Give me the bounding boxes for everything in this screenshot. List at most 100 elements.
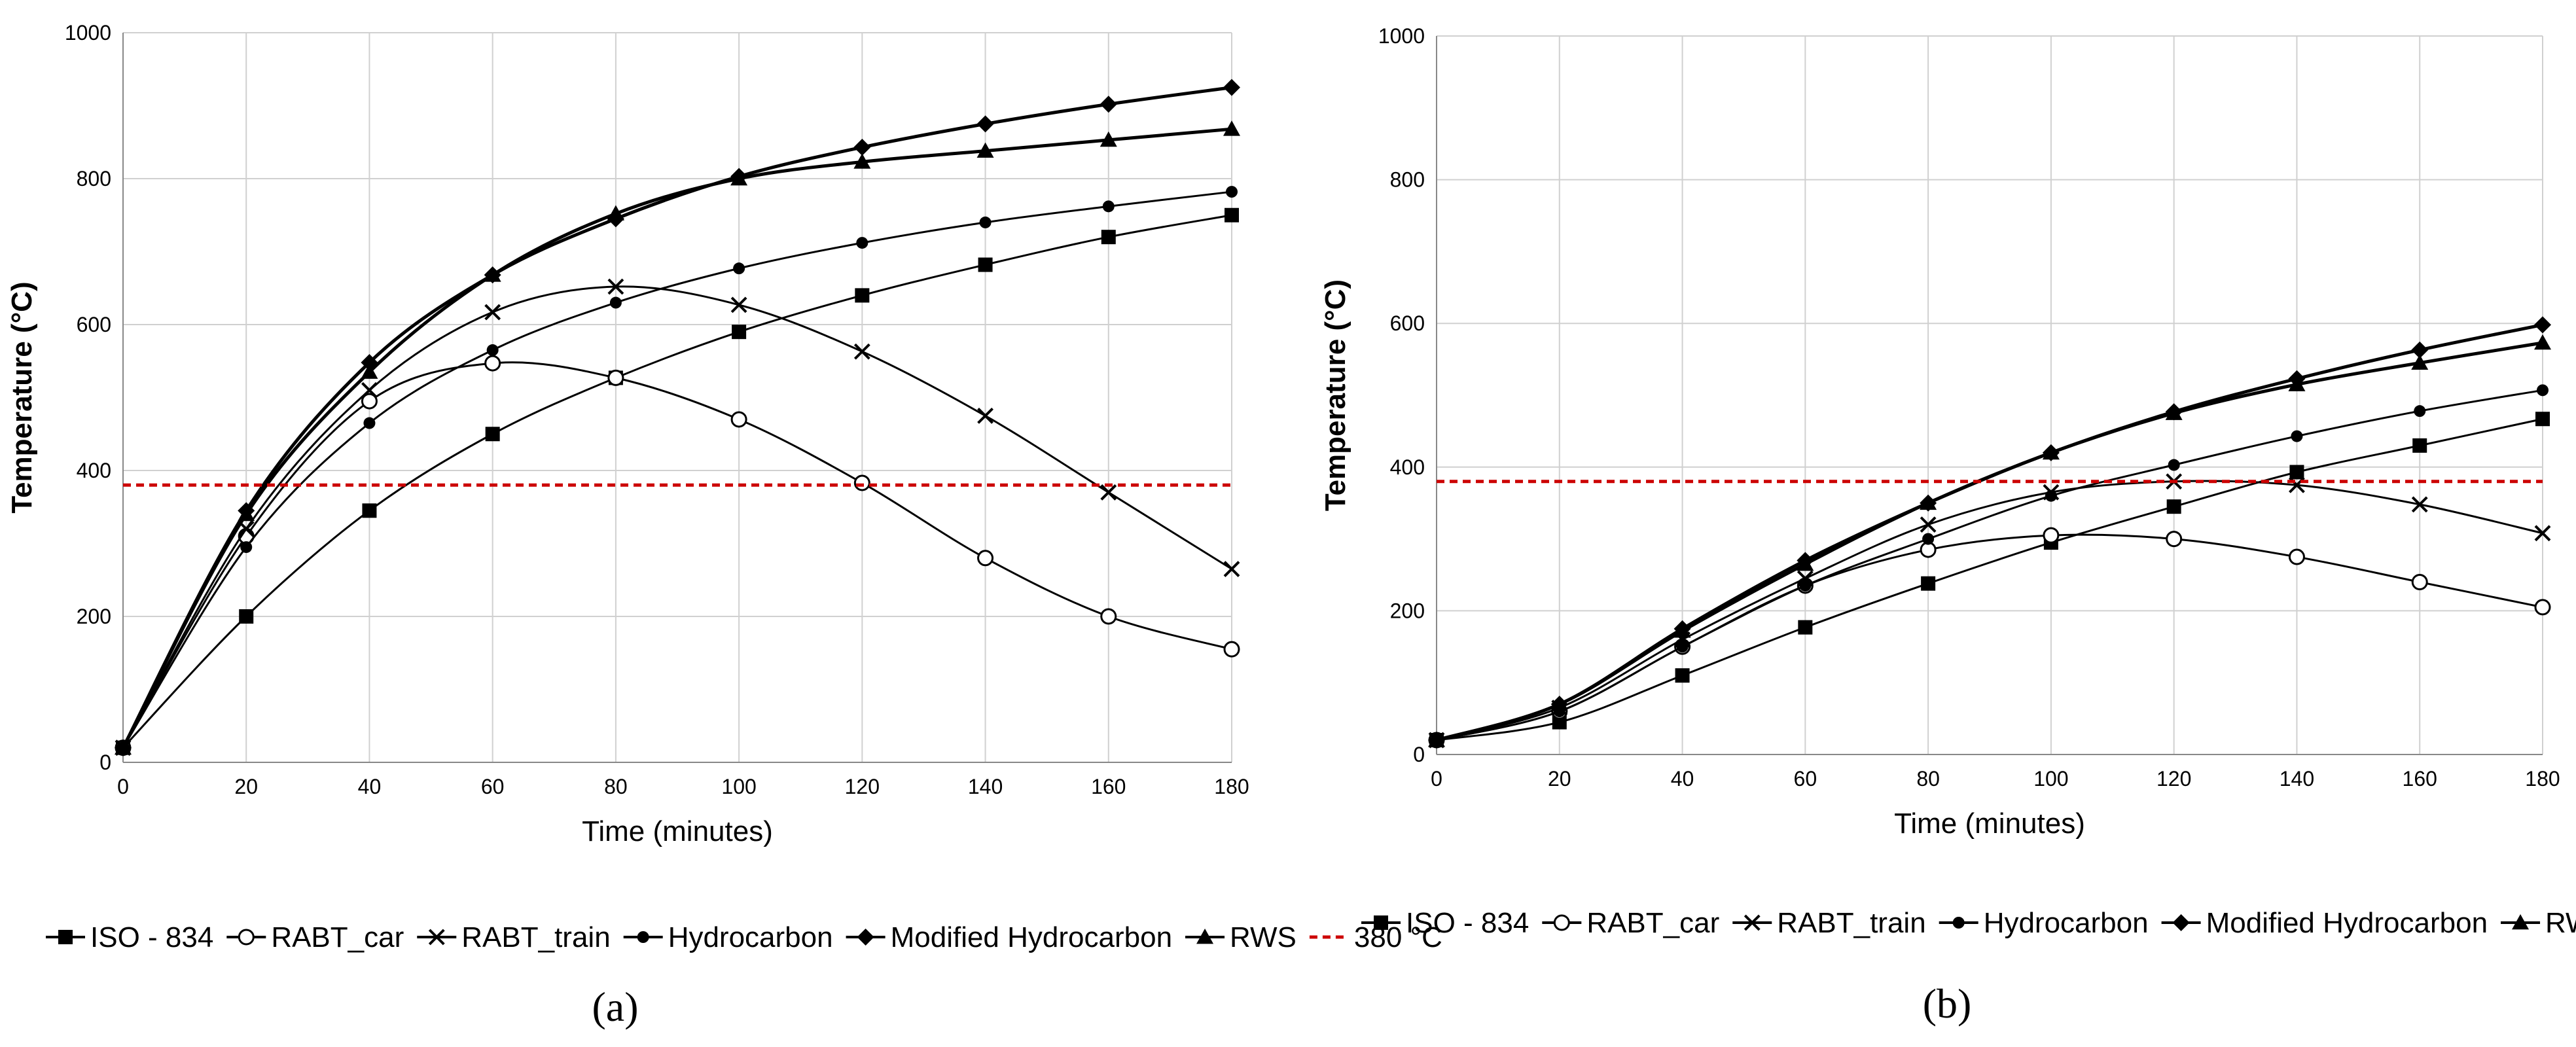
legend-label: ISO - 834	[90, 921, 213, 953]
data-point	[1223, 79, 1240, 96]
series-rabt-car	[115, 355, 1240, 756]
legend-item-rabt-train: RABT_train	[1732, 907, 1926, 939]
data-point	[853, 474, 870, 491]
x-tick-label: 20	[1548, 767, 1571, 790]
series-rws	[115, 120, 1240, 755]
data-point	[361, 393, 378, 410]
data-point	[2289, 465, 2304, 480]
data-point	[1428, 732, 1445, 747]
data-point	[484, 304, 501, 321]
legend-label: RABT_car	[271, 921, 404, 953]
legend-item-rws: RWS	[1185, 921, 1297, 953]
series-rabt-train	[115, 278, 1240, 756]
data-point	[609, 296, 622, 309]
series-line	[122, 214, 1232, 749]
y-tick-label: 1000	[1378, 24, 1425, 48]
data-point	[2166, 499, 2181, 514]
y-axis-title: Temperature (°C)	[1319, 279, 1351, 511]
legend-label: Hydrocarbon	[1984, 907, 2149, 939]
data-point	[2042, 444, 2060, 460]
x-tick-label: 0	[117, 775, 129, 798]
legend-item-modified-hydrocarbon: Modified Hydrocarbon	[846, 921, 1172, 953]
legend-marker	[2512, 914, 2530, 930]
x-tick-label: 80	[1916, 767, 1940, 790]
data-point	[2414, 405, 2426, 417]
legend-marker	[2172, 914, 2190, 931]
x-axis-title: Time (minutes)	[1894, 807, 2085, 840]
data-point	[2166, 531, 2183, 548]
legend-item-rabt-car: RABT_car	[226, 921, 404, 953]
data-point	[2534, 599, 2551, 616]
panel-label: (a)	[592, 984, 638, 1030]
data-point	[1223, 120, 1240, 136]
data-point	[855, 288, 870, 303]
x-tick-label: 40	[358, 775, 382, 798]
legend-label: RABT_car	[1586, 907, 1719, 939]
x-tick-label: 20	[234, 775, 258, 798]
legend-marker	[428, 929, 445, 946]
legend-marker	[1744, 914, 1761, 931]
gridlines	[1436, 35, 2543, 755]
data-point	[1675, 668, 1690, 683]
data-point	[2411, 573, 2428, 590]
x-tick-label: 140	[2280, 767, 2314, 790]
series-line	[122, 361, 1232, 749]
data-point	[730, 411, 747, 428]
series-line	[1436, 323, 2543, 742]
data-point	[853, 139, 871, 156]
y-tick-label: 200	[1390, 599, 1425, 622]
series-iso-834	[1429, 412, 2550, 748]
data-point	[485, 427, 500, 442]
data-point	[607, 205, 624, 221]
data-point	[2411, 496, 2428, 513]
x-tick-label: 60	[1794, 767, 1817, 790]
data-point	[2165, 404, 2183, 420]
series-hydrocarbon	[1431, 384, 2549, 747]
y-tick-label: 400	[77, 459, 111, 482]
data-point	[730, 296, 747, 313]
series-line	[121, 86, 1232, 749]
legend-marker	[238, 929, 255, 946]
y-tick-label: 800	[1390, 168, 1425, 192]
data-point	[1799, 579, 1812, 592]
data-point	[240, 541, 253, 554]
data-point	[2535, 412, 2550, 427]
data-point	[2045, 489, 2057, 502]
legend-marker	[58, 930, 73, 944]
data-point	[2534, 525, 2551, 542]
data-point	[977, 550, 994, 567]
y-tick-label: 0	[99, 751, 111, 774]
legend-label: Modified Hydrocarbon	[891, 921, 1172, 953]
legend-item-hydrocarbon: Hydrocarbon	[623, 921, 833, 953]
series-line	[1436, 417, 2543, 741]
y-tick-label: 600	[1390, 311, 1425, 335]
data-point	[2168, 459, 2180, 471]
data-point	[1225, 207, 1239, 222]
data-point	[2534, 334, 2551, 350]
series-line	[122, 285, 1232, 749]
y-tick-label: 600	[77, 313, 111, 336]
data-point	[607, 369, 624, 386]
legend-label: Hydrocarbon	[668, 921, 833, 953]
series-line	[1436, 533, 2543, 741]
data-point	[1550, 696, 1568, 711]
data-point	[362, 503, 377, 518]
legend-item-hydrocarbon: Hydrocarbon	[1939, 907, 2149, 939]
data-point	[1100, 96, 1117, 113]
legend-marker	[1553, 914, 1570, 931]
legend-item-iso-834: ISO - 834	[1361, 907, 1529, 939]
chart-panel-b: 0 20 40 60 80 100 120 140 160 180 0 200 400 600 800 100…	[1319, 24, 2576, 1027]
data-point	[1676, 641, 1689, 653]
legend: ISO - 834 RABT_car RABT_train Hydrocarbon Mo…	[1361, 907, 2576, 939]
series-hydrocarbon	[117, 186, 1238, 754]
data-point	[979, 216, 992, 228]
x-tick-label: 40	[1671, 767, 1694, 790]
x-tick-label: 120	[845, 775, 880, 798]
data-point	[2537, 384, 2549, 397]
x-tick-label: 180	[2525, 767, 2560, 790]
series-line	[1436, 389, 2543, 741]
y-axis-title: Temperature (°C)	[6, 281, 38, 513]
x-tick-label: 80	[604, 775, 628, 798]
data-point	[115, 739, 132, 755]
data-point	[1920, 494, 1937, 510]
